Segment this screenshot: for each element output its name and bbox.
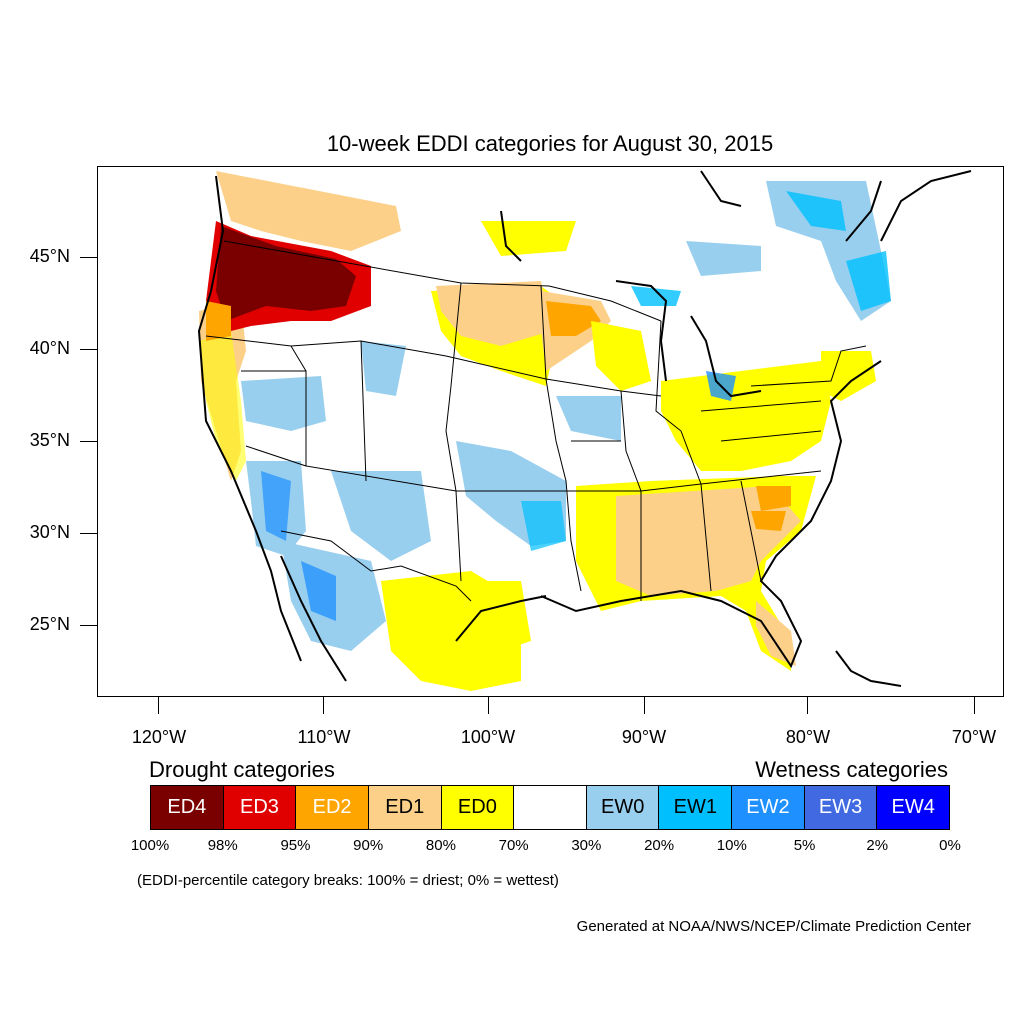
lon-tick — [158, 697, 159, 714]
lat-label-35n: 35°N — [29, 430, 70, 450]
lon-tick — [488, 697, 489, 714]
legend-box-ed2: ED2 — [296, 786, 369, 829]
state-boundaries — [205, 240, 867, 602]
drought-heading: Drought categories — [149, 757, 335, 782]
legend-bar: ED4 ED3 ED2 ED1 ED0 EW0 EW1 EW2 EW3 EW4 — [150, 785, 950, 830]
legend-break-label: 5% — [793, 837, 816, 854]
lon-label-100w: 100°W — [460, 727, 516, 747]
legend-box-ed3: ED3 — [223, 786, 297, 829]
legend-box-ew3: EW3 — [804, 786, 878, 829]
legend-break-label: 100% — [130, 837, 170, 854]
legend-box-ew2: EW2 — [732, 786, 805, 829]
lon-label-110w: 110°W — [297, 727, 351, 747]
lat-tick — [80, 349, 97, 350]
legend-box-ed1: ED1 — [368, 786, 442, 829]
lat-tick — [80, 257, 97, 258]
legend-break-label: 95% — [280, 837, 311, 854]
legend-break-label: 10% — [716, 837, 747, 854]
legend-box-normal — [514, 786, 587, 829]
legend-box-ew1: EW1 — [659, 786, 733, 829]
lat-label-30n: 30°N — [29, 522, 70, 542]
legend-box-ew0: EW0 — [586, 786, 660, 829]
legend-break-label: 98% — [207, 837, 238, 854]
lat-tick — [80, 625, 97, 626]
coastlines — [197, 170, 972, 687]
lon-label-120w: 120°W — [131, 727, 187, 747]
lon-label-70w: 70°W — [951, 727, 997, 747]
wetness-heading: Wetness categories — [755, 757, 948, 782]
lon-tick — [974, 697, 975, 714]
legend-break-label: 70% — [498, 837, 529, 854]
map-frame — [97, 166, 1004, 697]
legend-break-label: 80% — [425, 837, 456, 854]
legend-break-label: 20% — [644, 837, 675, 854]
lat-tick — [80, 533, 97, 534]
lon-tick — [644, 697, 645, 714]
lon-label-80w: 80°W — [785, 727, 831, 747]
legend-break-label: 0% — [939, 837, 961, 854]
lat-label-25n: 25°N — [29, 614, 70, 634]
eddi-map — [197, 170, 972, 691]
credit-line: Generated at NOAA/NWS/NCEP/Climate Predi… — [576, 918, 971, 935]
lat-tick — [80, 441, 97, 442]
lon-tick — [807, 697, 808, 714]
category-fills — [199, 171, 891, 691]
legend-break-label: 30% — [571, 837, 602, 854]
legend-box-ed0: ED0 — [441, 786, 515, 829]
legend-break-label: 90% — [353, 837, 384, 854]
map-title: 10-week EDDI categories for August 30, 2… — [326, 131, 774, 156]
legend-break-label: 2% — [866, 837, 889, 854]
legend-box-ed4: ED4 — [151, 786, 224, 829]
lat-label-45n: 45°N — [29, 246, 70, 266]
lon-label-90w: 90°W — [621, 727, 667, 747]
lat-label-40n: 40°N — [29, 338, 70, 358]
breaks-note: (EDDI-percentile category breaks: 100% =… — [137, 872, 559, 889]
legend-box-ew4: EW4 — [877, 786, 950, 829]
lon-tick — [323, 697, 324, 714]
